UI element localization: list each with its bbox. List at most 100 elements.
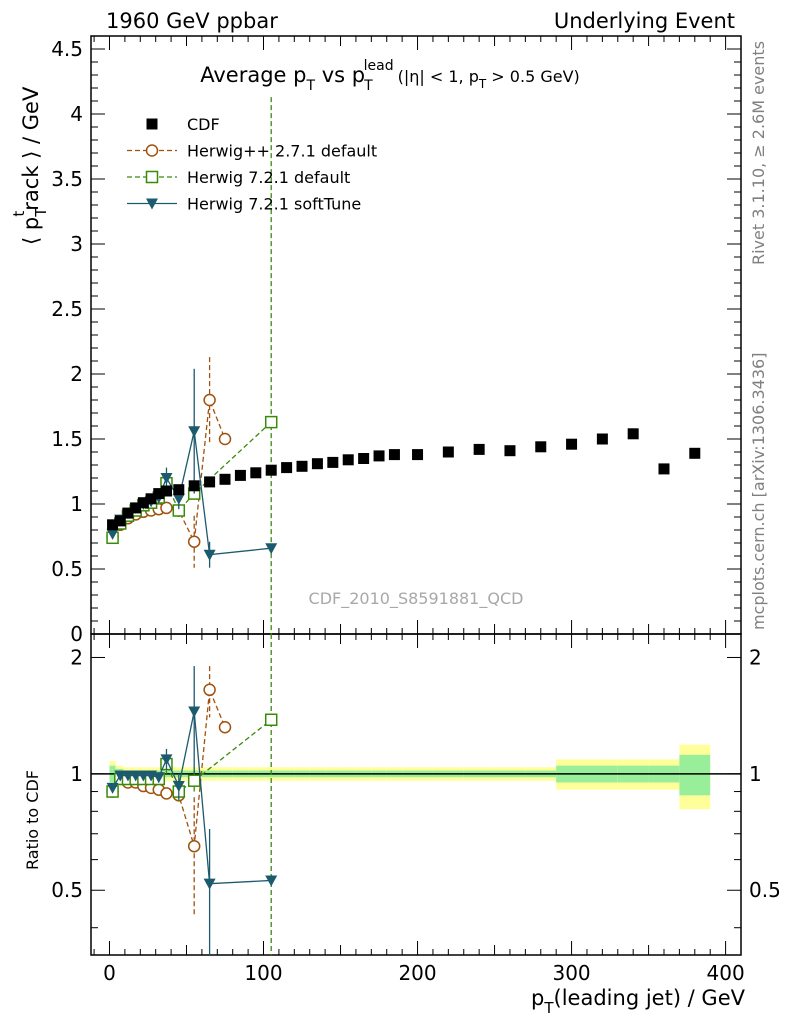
data-point bbox=[327, 456, 339, 468]
series-ratio-point bbox=[188, 706, 201, 718]
data-point bbox=[566, 438, 578, 450]
data-point bbox=[122, 507, 134, 519]
legend-label: Herwig 7.2.1 default bbox=[187, 168, 350, 187]
data-point bbox=[153, 488, 165, 500]
ratio-tick-label: 2 bbox=[70, 645, 83, 669]
x-tick-label: 100 bbox=[244, 961, 282, 985]
data-point bbox=[658, 463, 670, 475]
ratio-tick-label: 1 bbox=[70, 762, 83, 786]
ratio-tick-label-right: 0.5 bbox=[749, 878, 781, 902]
axis-ticks: 0 100 200 300 400 0 0.5 1 1.5 2 2.5 3 3.5 4 4.5 0.5 0.5 1… bbox=[51, 35, 781, 985]
series-point bbox=[160, 501, 173, 515]
series-ratio-point bbox=[264, 713, 278, 727]
data-point bbox=[388, 449, 400, 461]
data-point bbox=[219, 473, 231, 485]
analysis-watermark: CDF_2010_S8591881_QCD bbox=[309, 589, 524, 609]
series-ratio-point bbox=[203, 683, 216, 697]
ratio-tick-label-right: 1 bbox=[749, 762, 762, 786]
data-point bbox=[137, 497, 149, 509]
legend-marker bbox=[145, 144, 159, 157]
data-point bbox=[234, 469, 246, 481]
series-ratio-point bbox=[114, 770, 127, 782]
data-point bbox=[412, 449, 424, 461]
y-tick-label: 1 bbox=[70, 492, 83, 516]
y-tick-label: 2 bbox=[70, 362, 83, 386]
data-point bbox=[296, 460, 308, 472]
series-point bbox=[106, 528, 119, 540]
series-point bbox=[160, 473, 173, 484]
y-tick-label: 3 bbox=[70, 232, 83, 256]
y-tick-label: 2.5 bbox=[51, 297, 83, 321]
legend-label: Herwig++ 2.7.1 default bbox=[187, 142, 377, 161]
series-point bbox=[203, 549, 216, 561]
mcplots-label: mcplots.cern.ch [arXiv:1306.3436] bbox=[749, 353, 768, 630]
y-tick-label: 0 bbox=[70, 622, 83, 646]
data-point bbox=[342, 454, 354, 466]
x-tick-label: 200 bbox=[398, 961, 436, 985]
data-point bbox=[173, 484, 185, 496]
data-point bbox=[311, 458, 323, 470]
series-ratio-point bbox=[172, 781, 185, 793]
series-ratio-point bbox=[218, 720, 232, 734]
y-tick-label: 0.5 bbox=[51, 557, 83, 581]
series-ratio-point bbox=[121, 770, 134, 782]
series-layer bbox=[106, 97, 278, 955]
series-point bbox=[172, 493, 185, 505]
header-right: Underlying Event bbox=[554, 9, 735, 33]
ratio-y-axis-label: Ratio to CDF bbox=[23, 770, 42, 870]
data-point bbox=[160, 485, 172, 497]
legend-label: CDF bbox=[187, 115, 220, 134]
series-ratio-point bbox=[106, 782, 119, 794]
data-point bbox=[107, 519, 119, 531]
chart-title: Average pT vs pTlead(|η| < 1, pT > 0.5 G… bbox=[200, 58, 580, 94]
data-point bbox=[250, 467, 262, 479]
data-point bbox=[689, 447, 701, 459]
data-point bbox=[265, 464, 277, 476]
series-ratio-point bbox=[187, 839, 201, 853]
series-ratio-point bbox=[187, 774, 201, 787]
x-tick-label: 400 bbox=[707, 961, 745, 985]
data-point bbox=[627, 428, 639, 440]
x-axis-label: pT(leading jet) / GeV bbox=[531, 986, 746, 1017]
data-point bbox=[281, 462, 293, 474]
data-point bbox=[596, 433, 608, 445]
ratio-band-inner bbox=[679, 754, 711, 796]
data-point bbox=[504, 445, 516, 457]
data-point bbox=[358, 453, 370, 464]
legend-marker bbox=[146, 118, 158, 130]
legend-marker bbox=[145, 170, 159, 184]
legend-label: Herwig 7.2.1 softTune bbox=[187, 195, 361, 214]
y-tick-label: 3.5 bbox=[51, 167, 83, 191]
y-tick-label: 4.5 bbox=[51, 37, 83, 61]
series-ratio-point bbox=[152, 772, 165, 784]
x-tick-label: 0 bbox=[103, 961, 116, 985]
data-point bbox=[114, 515, 126, 527]
series-ratio-point bbox=[265, 875, 278, 887]
series-point bbox=[203, 393, 216, 407]
data-point bbox=[535, 441, 547, 453]
header-left: 1960 GeV ppbar bbox=[106, 9, 278, 33]
series-ratio-point bbox=[137, 770, 150, 782]
y-tick-label: 4 bbox=[70, 102, 83, 126]
series-ratio-line bbox=[112, 711, 272, 885]
series-ratio-point bbox=[160, 787, 173, 800]
series-ratio-point bbox=[129, 770, 142, 782]
series-ratio-point bbox=[160, 754, 173, 766]
data-point bbox=[188, 480, 200, 492]
y-tick-label: 1.5 bbox=[51, 427, 83, 451]
x-tick-label: 300 bbox=[552, 961, 590, 985]
ratio-tick-label: 0.5 bbox=[51, 878, 83, 902]
series-point bbox=[265, 543, 278, 555]
data-point bbox=[130, 502, 142, 514]
data-point bbox=[373, 450, 385, 462]
series-point bbox=[187, 535, 201, 548]
data-point bbox=[145, 493, 157, 505]
rivet-label: Rivet 3.1.10, ≥ 2.6M events bbox=[749, 41, 768, 265]
series-ratio-point bbox=[203, 878, 216, 890]
legend: CDF Herwig++ 2.7.1 default Herwig 7.2.1 de… bbox=[127, 115, 377, 214]
ratio-tick-label-right: 2 bbox=[749, 645, 762, 669]
data-points bbox=[107, 428, 701, 531]
data-point bbox=[473, 443, 485, 455]
data-point bbox=[442, 446, 454, 458]
